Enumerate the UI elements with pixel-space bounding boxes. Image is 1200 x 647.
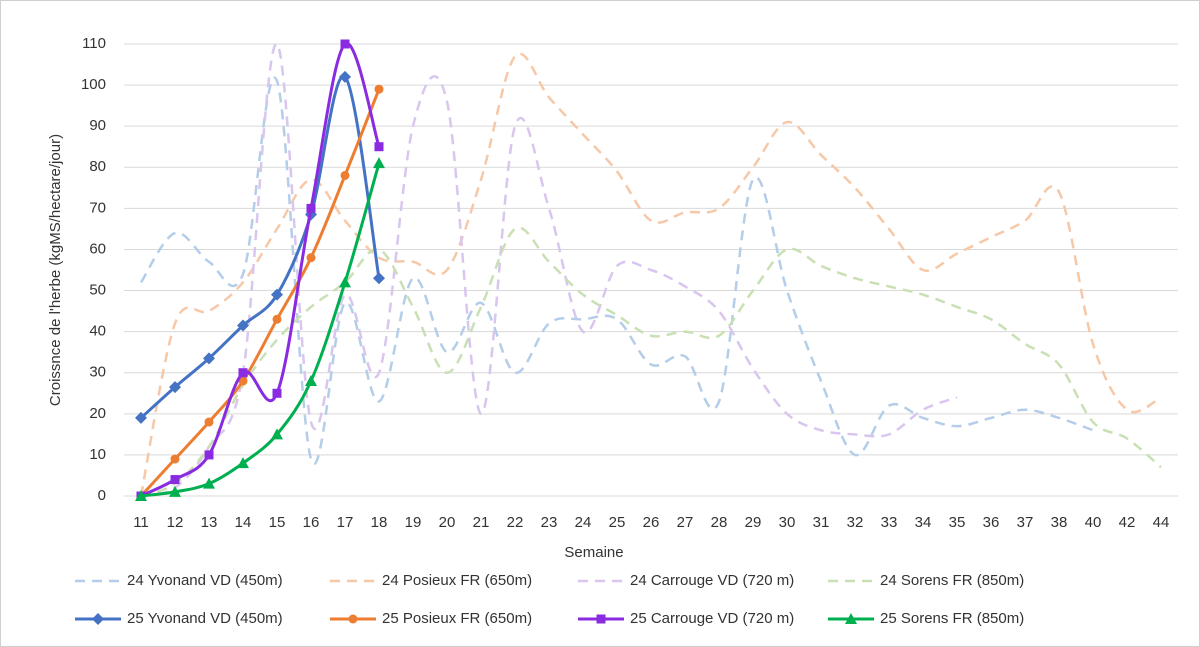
y-tick-label: 60 [89, 240, 106, 257]
series-line [140, 226, 1162, 498]
marker [340, 170, 350, 180]
series-line [139, 75, 381, 420]
marker [272, 388, 282, 398]
marker [135, 411, 147, 424]
x-tick-label: 36 [983, 514, 1000, 531]
legend-label: 24 Posieux FR (650m) [382, 572, 532, 589]
legend-marker [348, 614, 358, 624]
x-tick-label: 44 [1153, 514, 1170, 531]
x-tick-label: 16 [303, 514, 320, 531]
series-line [139, 52, 1162, 497]
legend-marker [845, 613, 857, 624]
marker [271, 428, 283, 440]
marker [339, 276, 351, 288]
marker [203, 352, 215, 365]
x-tick-label: 20 [439, 514, 456, 531]
marker [237, 457, 249, 469]
x-tick-label: 23 [541, 514, 558, 531]
x-tick-label: 42 [1119, 514, 1136, 531]
legend-label: 24 Sorens FR (850m) [880, 572, 1024, 589]
legend-marker [92, 613, 104, 625]
x-tick-label: 27 [677, 514, 694, 531]
x-tick-label: 32 [847, 514, 864, 531]
x-tick-label: 25 [609, 514, 626, 531]
marker [271, 288, 283, 301]
x-tick-label: 24 [575, 514, 592, 531]
y-tick-label: 70 [89, 199, 106, 216]
y-tick-label: 100 [81, 76, 106, 93]
legend-marker [596, 614, 606, 624]
marker [203, 477, 215, 489]
x-tick-label: 35 [949, 514, 966, 531]
x-tick-label: 37 [1017, 514, 1034, 531]
marker [170, 475, 180, 485]
marker [272, 314, 282, 324]
legend-label: 24 Yvonand VD (450m) [127, 572, 283, 589]
marker [339, 70, 351, 83]
marker [374, 84, 384, 94]
legend-label: 25 Sorens FR (850m) [880, 610, 1024, 627]
marker [305, 374, 317, 386]
x-tick-label: 30 [779, 514, 796, 531]
x-tick-label: 34 [915, 514, 932, 531]
marker [169, 381, 181, 394]
series-line [140, 42, 958, 498]
series-line [139, 76, 1094, 465]
legend-label: 25 Yvonand VD (450m) [127, 610, 283, 627]
marker [204, 450, 214, 460]
y-tick-label: 110 [82, 35, 106, 52]
y-tick-label: 0 [98, 487, 106, 504]
marker [169, 485, 181, 497]
x-tick-label: 14 [235, 514, 252, 531]
x-tick-label: 28 [711, 514, 728, 531]
marker [170, 454, 180, 464]
marker [238, 368, 248, 378]
x-tick-label: 22 [507, 514, 524, 531]
x-tick-label: 19 [405, 514, 422, 531]
x-tick-label: 40 [1085, 514, 1102, 531]
x-tick-label: 18 [371, 514, 388, 531]
marker [306, 203, 316, 213]
legend-label: 24 Carrouge VD (720 m) [630, 572, 794, 589]
marker [238, 376, 248, 386]
x-tick-label: 21 [473, 514, 490, 531]
marker [237, 319, 249, 332]
x-tick-label: 26 [643, 514, 660, 531]
y-axis-label: Croissnce de l'herbe (kgMS/hectare/jour) [47, 134, 64, 406]
marker [374, 142, 384, 152]
x-tick-label: 29 [745, 514, 762, 531]
y-tick-label: 30 [89, 364, 106, 381]
y-tick-label: 80 [89, 158, 106, 175]
x-tick-label: 15 [269, 514, 286, 531]
y-tick-label: 40 [89, 323, 106, 340]
marker [204, 417, 214, 427]
marker [373, 272, 385, 285]
x-axis-label: Semaine [564, 544, 623, 561]
legend-label: 25 Posieux FR (650m) [382, 610, 532, 627]
x-tick-label: 33 [881, 514, 898, 531]
marker [340, 39, 350, 49]
y-tick-label: 20 [89, 405, 106, 422]
x-tick-label: 31 [813, 514, 830, 531]
x-tick-label: 13 [201, 514, 218, 531]
legend-label: 25 Carrouge VD (720 m) [630, 610, 794, 627]
y-tick-label: 50 [89, 282, 106, 299]
y-tick-label: 90 [89, 117, 106, 134]
y-tick-label: 10 [89, 446, 106, 463]
x-tick-label: 38 [1051, 514, 1068, 531]
x-tick-label: 17 [337, 514, 354, 531]
x-tick-label: 12 [167, 514, 184, 531]
marker [135, 490, 147, 501]
x-tick-label: 11 [133, 514, 149, 531]
marker [373, 157, 385, 169]
marker [306, 253, 316, 263]
